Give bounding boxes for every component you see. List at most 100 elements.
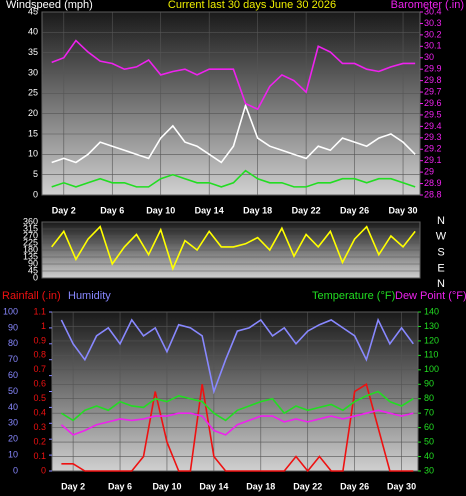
y-tick-label: 45	[28, 6, 38, 16]
y-tick-label: 180	[23, 244, 38, 254]
legend-entry: Rainfall (.in)	[2, 290, 61, 302]
y2-tick-label: 50	[424, 436, 434, 446]
y-tick-label: 0.7	[33, 364, 46, 374]
y3-tick-label: 40	[8, 402, 18, 412]
y2-tick-label: 29.5	[424, 109, 442, 119]
y2-tick-label: 70	[424, 408, 434, 418]
y2-tick-label: 29	[424, 167, 434, 177]
y3-tick-label: 80	[8, 338, 18, 348]
y-tick-label: 35	[28, 47, 38, 57]
y2-tick-label: 30	[424, 465, 434, 475]
y-tick-label: 0.8	[33, 350, 46, 360]
y2-tick-label: 29.1	[424, 155, 442, 165]
y-tick-label: 0.1	[33, 451, 46, 461]
y2-tick-label: 29.4	[424, 121, 442, 131]
y-axis-label: Windspeed (mph)	[6, 0, 93, 11]
y3-tick-label: 10	[8, 449, 18, 459]
series-line	[60, 409, 414, 436]
x-tick-label: Day 22	[292, 205, 321, 215]
y2-tick-label: 110	[424, 350, 438, 360]
y3-tick-label: 20	[8, 434, 18, 444]
y3-tick-label: 0	[13, 465, 18, 475]
series-line	[60, 317, 414, 395]
direction-label: N	[437, 278, 445, 290]
x-tick-label: Day 30	[387, 481, 416, 491]
y-tick-label: 1	[41, 321, 46, 331]
x-tick-label: Day 30	[389, 205, 418, 215]
series-line	[51, 103, 416, 164]
y-tick-label: 40	[28, 27, 38, 37]
y2-tick-label: 29.8	[424, 75, 442, 85]
y-tick-label: 0.4	[33, 408, 46, 418]
x-tick-label: Day 18	[243, 205, 272, 215]
y-tick-label: 0	[33, 272, 38, 282]
x-tick-label: Day 6	[100, 205, 124, 215]
direction-label: S	[437, 247, 444, 259]
series-line	[51, 39, 416, 111]
series-line	[51, 225, 416, 271]
y2-tick-label: 30.2	[424, 29, 442, 39]
y-tick-label: 45	[28, 265, 38, 275]
y2-tick-label: 30.1	[424, 41, 442, 51]
y3-tick-label: 50	[8, 386, 18, 396]
y2-tick-label: 29.3	[424, 132, 442, 142]
x-tick-label: Day 18	[246, 481, 275, 491]
series-line	[51, 169, 416, 188]
y3-tick-label: 70	[8, 354, 18, 364]
y-tick-label: 0	[41, 465, 46, 475]
y-tick-label: 0.3	[33, 422, 46, 432]
y-tick-label: 20	[28, 108, 38, 118]
x-tick-label: Day 14	[195, 205, 224, 215]
series-line	[60, 390, 414, 422]
x-tick-label: Day 2	[52, 205, 76, 215]
y3-tick-label: 30	[8, 418, 18, 428]
y-tick-label: 1.1	[33, 306, 46, 316]
direction-label: N	[437, 215, 445, 227]
x-tick-label: Day 2	[61, 481, 85, 491]
y-tick-label: 0	[33, 189, 38, 199]
y2-tick-label: 130	[424, 321, 439, 331]
y3-tick-label: 90	[8, 322, 18, 332]
plot-area	[41, 11, 421, 196]
y2-tick-label: 90	[424, 379, 434, 389]
y2-axis-label: Barometer (.in)	[391, 0, 464, 11]
y-tick-label: 0.9	[33, 335, 46, 345]
y2-tick-label: 30.3	[424, 18, 442, 28]
y2-tick-label: 140	[424, 306, 439, 316]
x-tick-label: Day 10	[152, 481, 181, 491]
legend-entry: Dew Point (°F)	[395, 290, 466, 302]
y3-tick-label: 60	[8, 370, 18, 380]
y2-tick-label: 29.2	[424, 144, 442, 154]
y-tick-label: 90	[28, 258, 38, 268]
y-tick-label: 0.6	[33, 379, 46, 389]
y2-tick-label: 40	[424, 451, 434, 461]
y3-tick-label: 100	[3, 306, 18, 316]
y2-tick-label: 30.4	[424, 6, 442, 16]
x-tick-label: Day 26	[340, 205, 369, 215]
y2-tick-label: 30	[424, 52, 434, 62]
direction-label: E	[437, 262, 444, 274]
x-tick-label: Day 26	[340, 481, 369, 491]
y2-tick-label: 100	[424, 364, 439, 374]
y2-tick-label: 60	[424, 422, 434, 432]
chart-title: Current last 30 days June 30 2026	[168, 0, 336, 11]
x-tick-label: Day 10	[146, 205, 175, 215]
x-tick-label: Day 14	[199, 481, 228, 491]
y-tick-label: 0.2	[33, 436, 46, 446]
y-tick-label: 5	[33, 169, 38, 179]
y-tick-label: 0.5	[33, 393, 46, 403]
y2-tick-label: 28.9	[424, 178, 442, 188]
y-tick-label: 25	[28, 88, 38, 98]
y2-tick-label: 28.8	[424, 189, 442, 199]
y-tick-label: 135	[23, 251, 38, 261]
series-line	[61, 383, 414, 473]
direction-label: W	[436, 231, 447, 243]
y-tick-label: 225	[23, 237, 38, 247]
y2-tick-label: 120	[424, 335, 439, 345]
legend-entry: Humidity	[68, 290, 111, 302]
y-tick-label: 10	[28, 149, 38, 159]
y-tick-label: 15	[28, 128, 38, 138]
y2-tick-label: 80	[424, 393, 434, 403]
y-tick-label: 360	[23, 216, 38, 226]
